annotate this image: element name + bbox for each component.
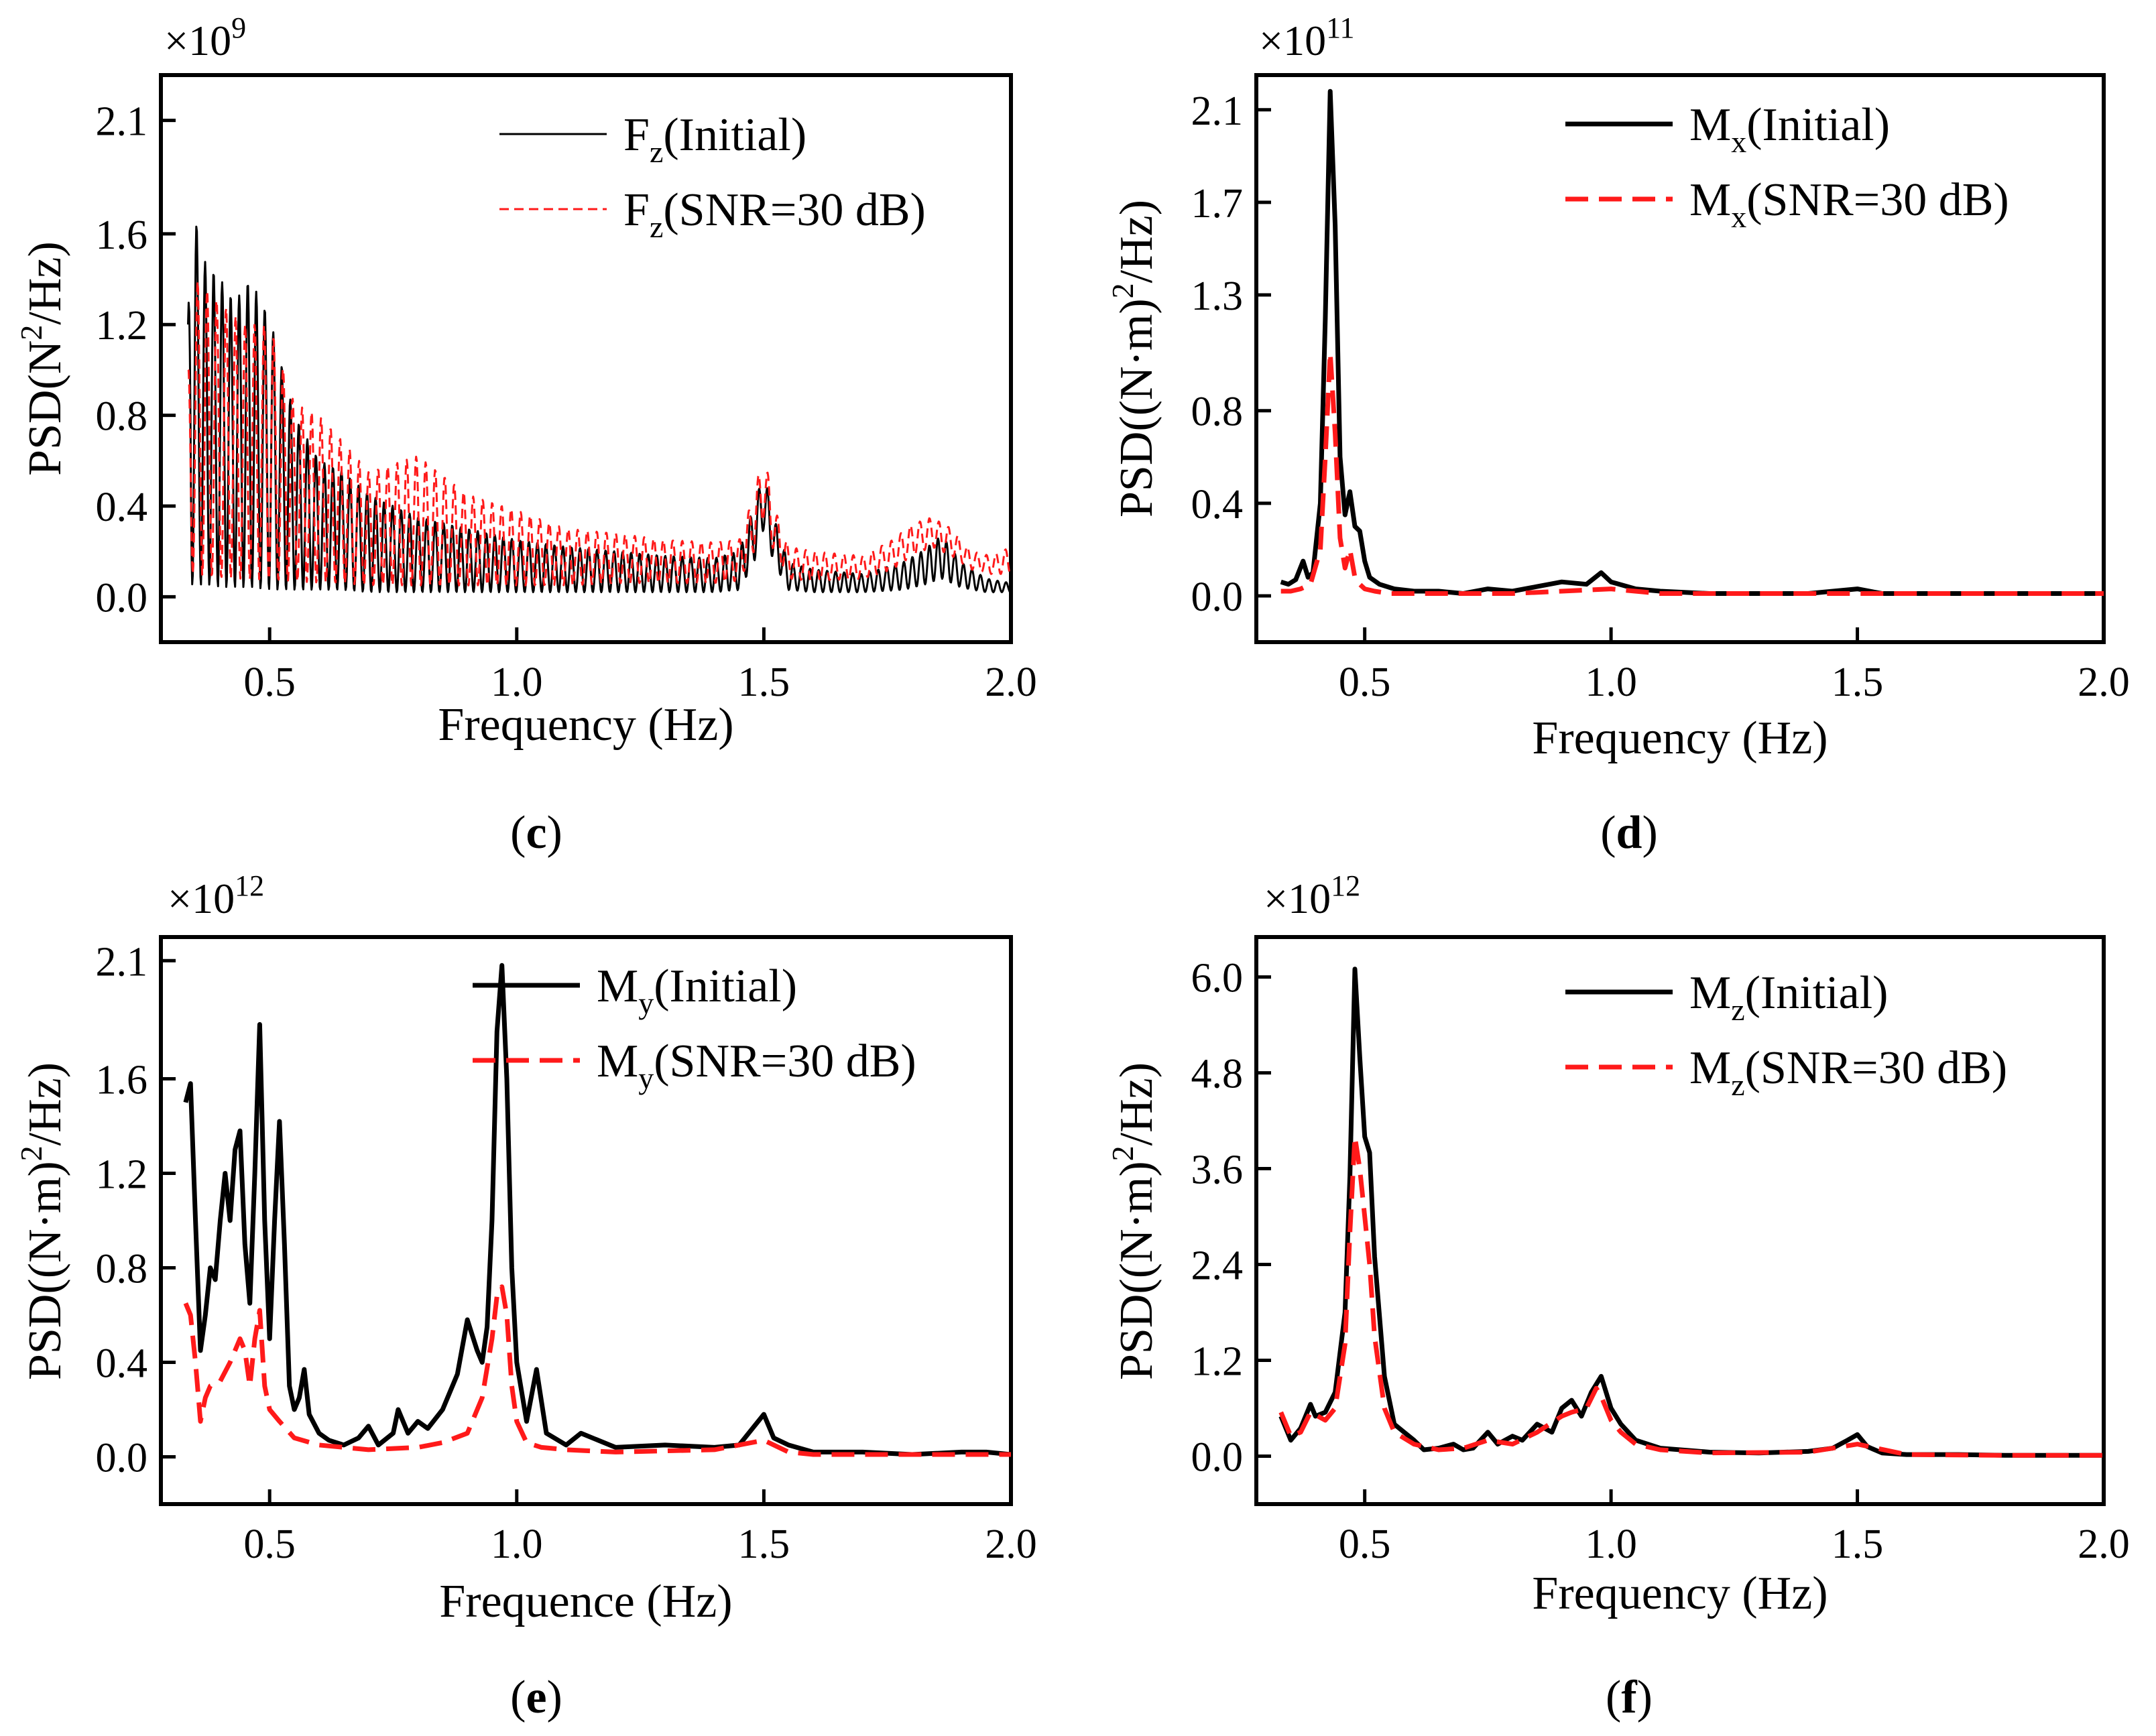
y-tick-label-e: 1.6 xyxy=(96,1058,148,1103)
y-tick-label-d: 0.4 xyxy=(1191,482,1244,528)
y-tick-label-c: 0.0 xyxy=(96,575,148,621)
y-tick-label-f: 2.4 xyxy=(1191,1243,1244,1289)
panel-d: ×1011 0.0 0.4 0.8 1.3 1.7 2.1 0.5 1.0 1.5 2.0 PS… xyxy=(1105,11,2130,859)
x-tick-label-f: 0.5 xyxy=(1339,1522,1391,1567)
multiplier-f: ×1012 xyxy=(1264,869,1360,922)
y-tick-label-f: 0.0 xyxy=(1191,1435,1244,1481)
x-tick-label-c: 1.5 xyxy=(738,660,790,705)
panel-c: ×109 0.0 0.4 0.8 1.2 1.6 2.1 0.5 1.0 1.5 2.0 PSD… xyxy=(14,11,1037,859)
plot-frame-f xyxy=(1254,935,2106,1506)
legend-label-c-initial: Fz(Initial) xyxy=(623,109,806,169)
x-axis-label-d: Frequency (Hz) xyxy=(1532,712,1828,764)
y-tick-label-f: 4.8 xyxy=(1191,1052,1244,1097)
series-line-c-snr30 xyxy=(187,280,1011,586)
y-axis-label-f: PSD((N·m)2/Hz) xyxy=(1105,1062,1162,1380)
multiplier-e: ×1012 xyxy=(168,869,264,922)
panel-label-f: (f) xyxy=(1606,1672,1653,1723)
legend-e: My(Initial) My(SNR=30 dB) xyxy=(473,960,916,1095)
y-tick-label-e: 0.8 xyxy=(96,1247,148,1292)
x-tick-label-c: 0.5 xyxy=(243,660,296,705)
y-axis-label-d: PSD((N·m)2/Hz) xyxy=(1105,200,1162,517)
x-tick-label-e: 0.5 xyxy=(243,1522,296,1567)
panel-label-c: (c) xyxy=(510,807,562,859)
y-axis-label-e: PSD((N·m)2/Hz) xyxy=(14,1062,71,1380)
x-tick-label-e: 1.5 xyxy=(738,1522,790,1567)
y-tick-label-e: 2.1 xyxy=(96,939,148,985)
legend-label-e-snr30: My(SNR=30 dB) xyxy=(597,1036,916,1095)
plot-area-d xyxy=(1280,88,2104,596)
x-tick-label-d: 0.5 xyxy=(1339,660,1391,705)
x-tick-label-d: 1.0 xyxy=(1585,660,1637,705)
series-line-d-initial xyxy=(1280,88,2104,596)
x-axis-label-c: Frequency (Hz) xyxy=(438,699,733,751)
y-axis-label-c: PSD(N2/Hz) xyxy=(14,241,71,476)
y-tick-label-c: 0.8 xyxy=(96,394,148,440)
series-line-c-initial xyxy=(187,225,1011,594)
panel-label-e: (e) xyxy=(510,1672,562,1723)
plot-area-c xyxy=(187,225,1011,594)
legend-label-d-initial: Mx(Initial) xyxy=(1689,99,1890,159)
series-line-e-snr30 xyxy=(183,1284,1011,1457)
y-tick-label-c: 2.1 xyxy=(96,99,148,145)
series-line-f-initial xyxy=(1278,967,2104,1458)
series-line-d-snr30 xyxy=(1280,350,2104,596)
legend-label-d-snr30: Mx(SNR=30 dB) xyxy=(1689,174,2009,234)
x-tick-label-e: 2.0 xyxy=(985,1522,1037,1567)
x-axis-label-e: Frequence (Hz) xyxy=(439,1576,732,1627)
series-line-f-snr30 xyxy=(1278,1134,2104,1458)
y-tick-label-e: 0.4 xyxy=(96,1341,148,1387)
legend-label-e-initial: My(Initial) xyxy=(597,960,797,1020)
y-tick-label-c: 1.6 xyxy=(96,212,148,258)
legend-label-c-snr30: Fz(SNR=30 dB) xyxy=(623,184,926,244)
y-tick-label-e: 0.0 xyxy=(96,1436,148,1481)
plot-frame-e xyxy=(159,935,1013,1506)
legend-d: Mx(Initial) Mx(SNR=30 dB) xyxy=(1565,99,2009,234)
x-axis-label-f: Frequency (Hz) xyxy=(1532,1568,1828,1619)
y-tick-label-d: 2.1 xyxy=(1191,88,1244,134)
x-tick-label-d: 2.0 xyxy=(2078,660,2130,705)
x-tick-label-d: 1.5 xyxy=(1832,660,1884,705)
y-tick-label-d: 1.7 xyxy=(1191,181,1244,227)
y-tick-label-d: 0.0 xyxy=(1191,574,1244,620)
legend-label-f-initial: Mz(Initial) xyxy=(1689,967,1888,1027)
plot-area-e xyxy=(183,963,1011,1457)
y-tick-label-e: 1.2 xyxy=(96,1152,148,1198)
multiplier-c: ×109 xyxy=(164,11,246,64)
y-tick-label-d: 1.3 xyxy=(1191,273,1244,319)
y-tick-label-c: 1.2 xyxy=(96,303,148,349)
y-tick-label-f: 3.6 xyxy=(1191,1148,1244,1193)
x-tick-label-e: 1.0 xyxy=(491,1522,543,1567)
legend-label-f-snr30: Mz(SNR=30 dB) xyxy=(1689,1042,2007,1102)
x-tick-label-f: 1.5 xyxy=(1832,1522,1884,1567)
y-tick-label-f: 1.2 xyxy=(1191,1339,1244,1385)
legend-c: Fz(Initial) Fz(SNR=30 dB) xyxy=(499,109,926,244)
x-tick-label-c: 1.0 xyxy=(491,660,543,705)
panel-e: ×1012 0.0 0.4 0.8 1.2 1.6 2.1 0.5 1.0 1.5 2.0 PS… xyxy=(14,869,1037,1723)
panel-f: ×1012 0.0 1.2 2.4 3.6 4.8 6.0 0.5 1.0 1.5 2.0 PS… xyxy=(1105,869,2130,1723)
plot-area-f xyxy=(1278,967,2104,1458)
panel-label-d: (d) xyxy=(1600,807,1658,859)
multiplier-d: ×1011 xyxy=(1259,11,1354,64)
y-tick-label-f: 6.0 xyxy=(1191,956,1244,1001)
plot-frame-d xyxy=(1254,73,2106,644)
plot-frame-c xyxy=(159,73,1013,644)
series-line-e-initial xyxy=(183,963,1011,1457)
x-tick-label-c: 2.0 xyxy=(985,660,1037,705)
y-tick-label-c: 0.4 xyxy=(96,485,148,530)
legend-f: Mz(Initial) Mz(SNR=30 dB) xyxy=(1565,967,2007,1102)
y-tick-label-d: 0.8 xyxy=(1191,389,1244,435)
x-tick-label-f: 2.0 xyxy=(2078,1522,2130,1567)
x-tick-label-f: 1.0 xyxy=(1585,1522,1637,1567)
